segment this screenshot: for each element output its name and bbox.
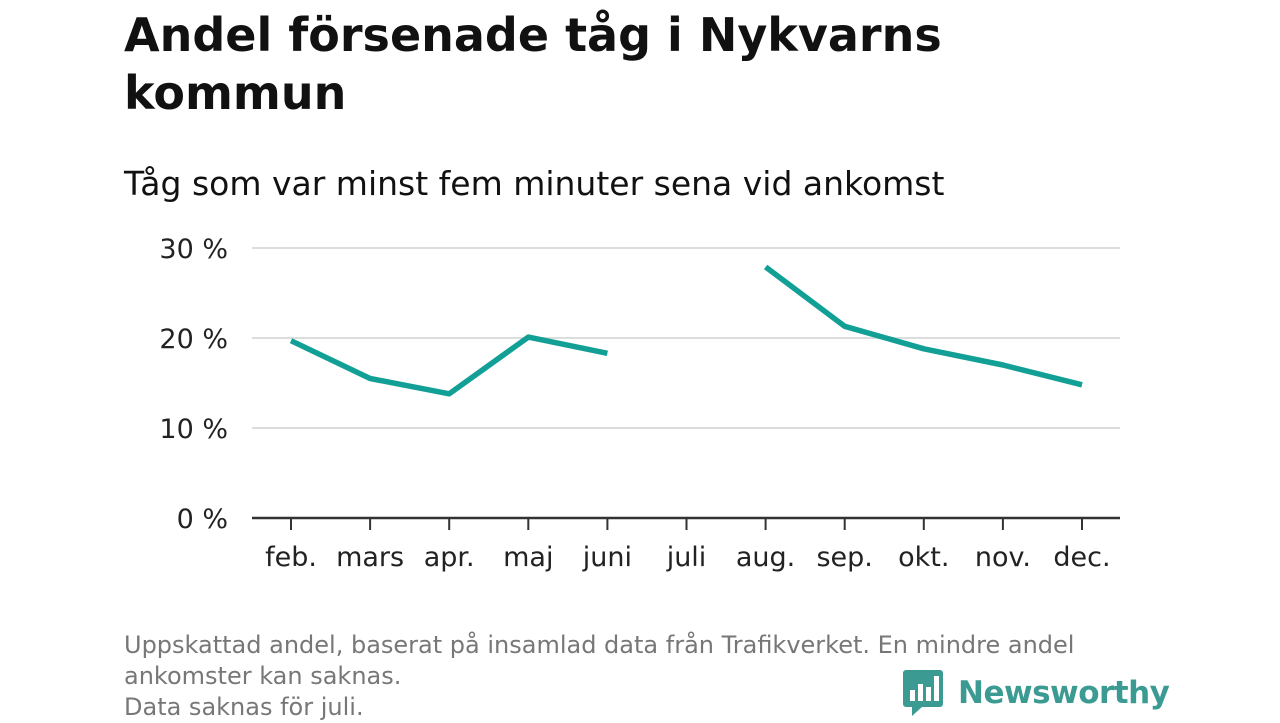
x-tick-label: okt. <box>898 542 949 573</box>
series-line-segment <box>291 337 607 394</box>
brand-name: Newsworthy <box>958 675 1169 711</box>
x-tick-label: mars <box>336 542 404 573</box>
y-tick-label: 30 % <box>159 234 228 265</box>
y-tick-label: 20 % <box>159 324 228 355</box>
series-lines <box>291 267 1082 394</box>
x-tick-label: apr. <box>424 542 475 573</box>
y-tick-label: 10 % <box>159 414 228 445</box>
x-tick-label: maj <box>503 542 553 573</box>
x-tick-label: sep. <box>816 542 872 573</box>
x-tick-label: feb. <box>265 542 317 573</box>
x-tick-label: aug. <box>736 542 795 573</box>
x-tick-label: juli <box>666 542 707 573</box>
brand-logo: Newsworthy <box>902 668 1169 718</box>
y-axis-labels: 0 % 10 % 20 % 30 % <box>159 234 228 535</box>
y-tick-label: 0 % <box>177 504 228 535</box>
y-gridlines <box>252 248 1120 428</box>
x-tick-label: dec. <box>1053 542 1110 573</box>
series-line-segment <box>766 267 1082 385</box>
x-tick-label: nov. <box>975 542 1031 573</box>
newsworthy-bar-chart-icon <box>902 668 944 718</box>
x-tick-label: juni <box>582 542 632 573</box>
